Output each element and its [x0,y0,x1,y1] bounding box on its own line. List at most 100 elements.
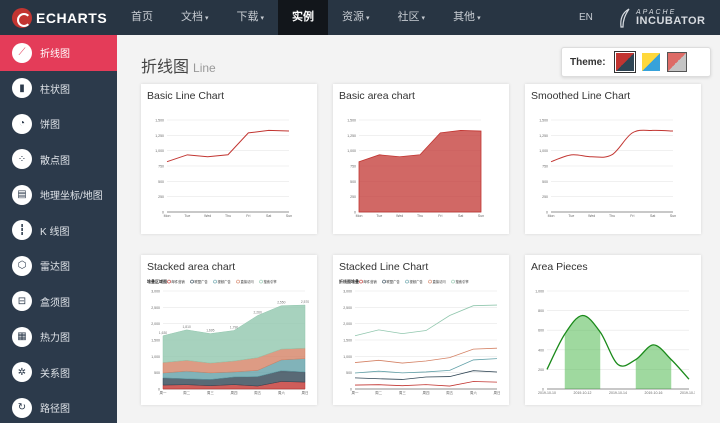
x-tick-label: Thu [609,214,615,218]
caret-down-icon: ▾ [477,15,481,22]
y-tick-label: 750 [542,165,548,169]
series-line [546,314,690,380]
sidebar-item-label: K 线图 [40,226,70,238]
series-area [162,304,306,364]
legend-marker [190,279,194,284]
x-tick-label: 2019-10-18 [680,391,695,395]
y-tick-label: 1,250 [347,134,356,138]
legend-label: 搜索引擎 [264,279,278,284]
nav-item-home[interactable]: 首页 [131,11,153,23]
chart-card-smoothed-line[interactable]: Smoothed Line Chart 0 250 500 750 1,000 1,250… [525,84,701,234]
x-tick-label: Tue [376,214,382,218]
legend-marker [451,279,455,284]
nav-menu: 首页 文档 ▾ 下载 ▾ 实例 资源 ▾ 社区 ▾ 其他 ▾ [117,0,495,35]
y-tick-label: 250 [158,195,164,199]
sidebar-item-radar[interactable]: ⬡ 雷达图 [0,248,117,284]
chart-card-area-pieces[interactable]: Area Pieces 0 200 400 600 800 1,000 2019-10-10… [525,255,701,405]
chart-card-basic-area[interactable]: Basic area chart 0 250 500 750 1,000 1,250 1,5… [333,84,509,234]
y-tick-label: 0 [542,388,544,392]
y-tick-label: 0 [162,211,164,215]
y-tick-label: 0 [546,211,548,215]
y-tick-label: 750 [158,165,164,169]
pie-chart-icon: ◔ [12,113,32,134]
top-nav: ECHARTS 首页 文档 ▾ 下载 ▾ 实例 资源 ▾ 社区 ▾ 其他 ▾ EN APA… [0,0,720,35]
legend-marker [236,279,240,284]
chart-card-basic-line[interactable]: Basic Line Chart 0 250 500 750 1,000 1,250 1,5… [141,84,317,234]
x-tick-label: Thu [225,214,231,218]
nav-item-download[interactable]: 下载 ▾ [236,11,265,23]
apache-incubator-logo[interactable]: APACHE INCUBATOR [618,6,705,30]
legend-marker [428,279,432,284]
x-tick-label: Fri [630,214,634,218]
chart-title: Basic Line Chart [147,90,225,102]
y-tick-label: 500 [158,180,164,184]
y-tick-label: 250 [350,195,356,199]
series-line [354,370,498,380]
data-label: 1,630 [159,331,167,335]
sidebar-item-lines[interactable]: ↻ 路径图 [0,390,117,423]
chart-card-stacked-area[interactable]: Stacked area chart 堆叠区域图 邮件营销 联盟广告 视频广告 直接访问… [141,255,317,405]
y-tick-label: 0 [354,211,356,215]
sidebar-item-graph[interactable]: ✲ 关系图 [0,355,117,391]
theme-selector: Theme: [561,47,711,77]
language-switch[interactable]: EN [579,12,593,23]
sidebar-item-heatmap[interactable]: ▦ 热力图 [0,319,117,355]
nav-item-community[interactable]: 社区 ▾ [397,11,426,23]
y-tick-label: 1,500 [343,339,352,343]
x-tick-label: 周六 [470,390,478,395]
series-line [550,129,674,163]
legend-label: 直接访问 [433,279,446,284]
map-icon: ▤ [12,184,32,205]
x-tick-label: Wed [396,214,403,218]
y-tick-label: 500 [154,371,160,375]
sidebar-item-pie[interactable]: ◔ 饼图 [0,106,117,142]
nav-item-examples[interactable]: 实例 [278,0,329,35]
y-tick-label: 2,000 [151,322,160,326]
nav-item-resources[interactable]: 资源 ▾ [342,11,370,23]
theme-swatch-dark[interactable] [666,52,687,72]
legend-marker [213,279,217,284]
data-label: 2,570 [301,300,309,304]
nav-item-docs[interactable]: 文档 ▾ [181,11,209,23]
chart-title: Basic area chart [339,90,415,102]
theme-label: Theme: [570,56,606,68]
legend-label: 搜索引擎 [456,279,470,284]
y-tick-label: 500 [350,180,356,184]
sidebar: ⟋ 折线图 ▮ 柱状图 ◔ 饼图 ⁘ 散点图 ▤ 地理坐标/地图 ┇ K 线图 ⬡ 雷达图 ⊟… [0,35,117,423]
chart-card-stacked-line[interactable]: Stacked Line Chart 折线图堆叠 邮件营销 联盟广告 视频广告 直接访问… [333,255,509,405]
basic-line-chart: 0 250 500 750 1,000 1,250 1,500 Mon Tue Wed Thu Fri… [155,119,292,219]
chart-inner-title: 堆叠区域图 [147,278,167,284]
series-line [354,347,498,364]
sidebar-item-candlestick[interactable]: ┇ K 线图 [0,213,117,249]
legend-label: 联盟广告 [387,279,401,284]
caret-down-icon: ▾ [366,15,370,22]
series-area [358,130,482,213]
x-tick-label: 周二 [375,390,383,395]
theme-swatch-default[interactable] [613,51,636,73]
y-tick-label: 1,500 [151,339,160,343]
y-tick-label: 400 [538,348,544,352]
y-tick-label: 0 [350,388,352,392]
sidebar-item-scatter[interactable]: ⁘ 散点图 [0,142,117,178]
sidebar-item-bar[interactable]: ▮ 柱状图 [0,71,117,107]
sidebar-item-boxplot[interactable]: ⊟ 盒须图 [0,284,117,320]
page-subtitle: Line [193,61,216,75]
y-tick-label: 2,000 [343,322,352,326]
x-tick-label: Fri [246,214,250,218]
graph-icon: ✲ [12,362,32,383]
theme-swatch-light[interactable] [641,53,660,71]
sidebar-item-line[interactable]: ⟋ 折线图 [0,35,117,71]
x-tick-label: Mon [548,214,555,218]
nav-item-other[interactable]: 其他 ▾ [453,11,481,23]
echarts-logo[interactable]: ECHARTS [0,0,117,35]
chart-title: Area Pieces [531,261,588,273]
sidebar-item-map[interactable]: ▤ 地理坐标/地图 [0,177,117,213]
chart-inner-title: 折线图堆叠 [339,278,359,284]
echarts-logo-icon [12,7,32,28]
incubator-bottom-text: INCUBATOR [636,15,706,27]
legend-marker [359,279,363,284]
y-tick-label: 500 [542,180,548,184]
y-tick-label: 2,500 [343,306,352,310]
legend-label: 视频广告 [218,279,232,284]
logo-text: ECHARTS [36,9,108,26]
